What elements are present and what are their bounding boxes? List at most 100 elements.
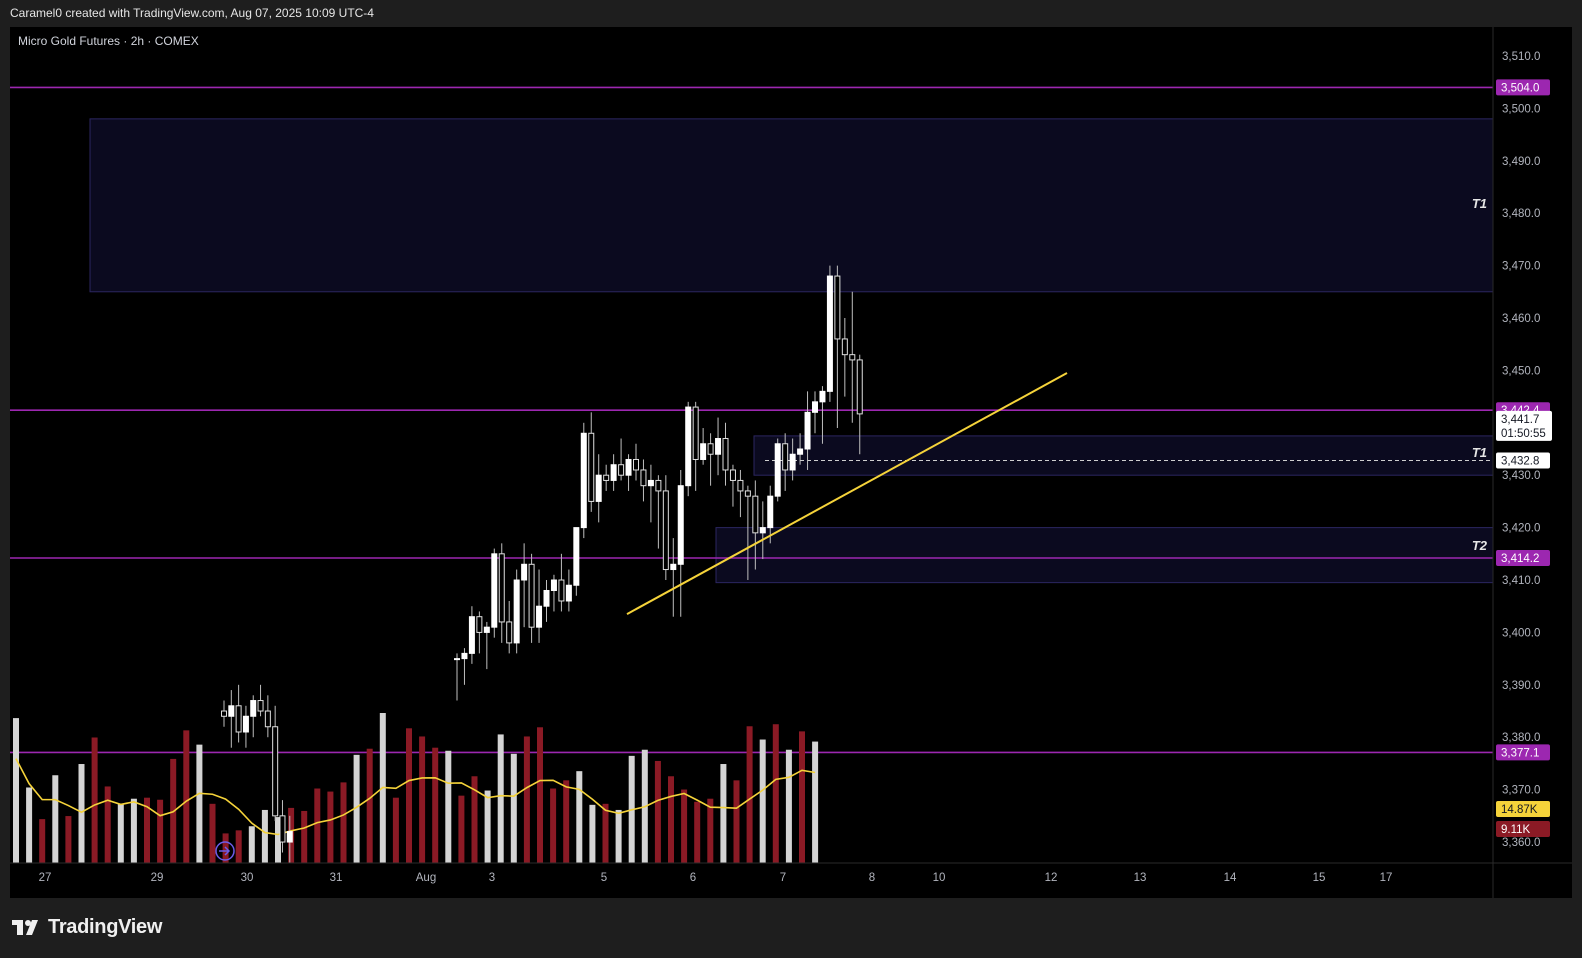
candle-body <box>700 443 707 460</box>
time-tick-label: 15 <box>1313 872 1326 884</box>
volume-bar <box>78 764 85 863</box>
candle-body <box>759 527 766 534</box>
price-tick-label: 3,400.0 <box>1502 627 1540 639</box>
price-tick-label: 3,500.0 <box>1502 103 1540 115</box>
price-tick-label: 3,370.0 <box>1502 785 1540 797</box>
candle-body <box>715 438 722 455</box>
candle-body <box>692 406 699 460</box>
volume-bar <box>65 816 72 863</box>
volume-bar <box>26 787 33 863</box>
volume-bar <box>183 730 190 863</box>
price-level-badge-bg <box>1496 744 1550 761</box>
dashed-level-badge-bg <box>1496 452 1550 469</box>
volume-bar <box>812 741 819 863</box>
candle-body <box>729 469 736 481</box>
price-level-badge-bg <box>1496 550 1550 567</box>
trendline <box>626 372 1068 615</box>
volume-bar <box>157 799 164 863</box>
candle-body <box>640 469 647 487</box>
time-tick-label: 13 <box>1134 872 1147 884</box>
candle-body <box>286 831 293 843</box>
volume-bar <box>314 788 321 863</box>
volume-last-badge-bg <box>1496 821 1550 837</box>
volume-bar <box>445 750 452 863</box>
chart-panel[interactable]: T1 T1 T2 3,510.0 3,500.0 3,490.0 3,480.0 3,470.… <box>10 27 1572 898</box>
candle-body <box>528 563 535 628</box>
candle-body <box>573 527 580 586</box>
volume-ma-line <box>15 758 816 836</box>
volume-bar <box>327 791 334 863</box>
candle-body <box>543 589 550 607</box>
goto-realtime-icon[interactable] <box>215 841 235 861</box>
volume-bar <box>406 728 412 863</box>
time-tick-label: 8 <box>869 872 875 884</box>
volume-bar <box>733 780 740 863</box>
volume-bar <box>130 798 137 863</box>
candle-body <box>752 495 759 534</box>
candle-body <box>468 616 475 654</box>
bar-countdown: 01:50:55 <box>1501 428 1546 440</box>
candle-body <box>595 474 602 502</box>
candle-body <box>513 579 520 644</box>
volume-bar <box>615 809 622 863</box>
candle-body <box>250 700 257 717</box>
candle-body <box>856 359 863 415</box>
volume-bar <box>681 789 688 863</box>
volume-bar <box>707 798 714 863</box>
candle-body <box>491 553 498 628</box>
candle-body <box>235 705 242 733</box>
candle-body <box>677 485 684 565</box>
volume-bar <box>576 771 583 863</box>
volume-bar <box>458 795 465 863</box>
candle-body <box>498 553 505 623</box>
volume-bar <box>275 817 281 863</box>
candle-body <box>228 705 235 717</box>
candle-body <box>588 432 595 502</box>
time-tick-label: 17 <box>1380 872 1393 884</box>
volume-bar <box>144 797 150 863</box>
candle-body <box>685 406 692 487</box>
volume-bar <box>301 810 308 863</box>
price-tick-label: 3,450.0 <box>1502 365 1540 377</box>
volume-bar <box>209 803 216 863</box>
time-tick-label: 27 <box>39 872 52 884</box>
screenshot-caption-bar: Caramel0 created with TradingView.com, A… <box>0 0 1582 27</box>
volume-bar <box>248 826 255 863</box>
candle-body <box>610 464 617 481</box>
candle-body <box>242 715 249 733</box>
volume-bar <box>772 724 779 863</box>
volume-bar <box>392 797 399 863</box>
volume-ma-badge-bg <box>1496 801 1550 817</box>
candle-body <box>826 275 833 392</box>
volume-bar <box>668 776 674 863</box>
candle-body <box>618 464 625 476</box>
price-tick-label: 3,490.0 <box>1502 156 1540 168</box>
candle-body <box>279 815 286 843</box>
candle-body <box>521 563 528 581</box>
price-tick-label: 3,390.0 <box>1502 680 1540 692</box>
goto-realtime-arrow-icon <box>219 846 231 856</box>
price-tick-label: 3,430.0 <box>1502 470 1540 482</box>
volume-bar <box>366 748 373 863</box>
volume-bar <box>799 731 805 863</box>
price-tick-label: 3,410.0 <box>1502 575 1540 587</box>
dashed-level-badge: 3,432.8 <box>1501 456 1539 468</box>
volume-bar <box>196 744 203 863</box>
volume-bar <box>104 786 111 863</box>
price-chart[interactable]: T1 T1 T2 3,510.0 3,500.0 3,490.0 3,480.0 3,470.… <box>10 27 1572 898</box>
volume-bar <box>720 764 727 863</box>
candle-body <box>506 621 513 644</box>
volume-bar <box>432 747 439 863</box>
candle-body <box>782 443 789 471</box>
price-tick-label: 3,360.0 <box>1502 837 1540 849</box>
price-level-badge-bg <box>1496 79 1550 96</box>
candle-body <box>580 432 587 529</box>
tradingview-logo[interactable]: TradingView <box>12 912 162 942</box>
price-tick-label: 3,380.0 <box>1502 732 1540 744</box>
volume-bar <box>694 801 701 863</box>
last-price-badge-bg <box>1496 410 1552 441</box>
chart-title: Micro Gold Futures · 2h · COMEX <box>18 34 199 48</box>
volume-bar <box>746 726 753 863</box>
price-tick-label: 3,470.0 <box>1502 261 1540 273</box>
candle-body <box>744 490 751 497</box>
